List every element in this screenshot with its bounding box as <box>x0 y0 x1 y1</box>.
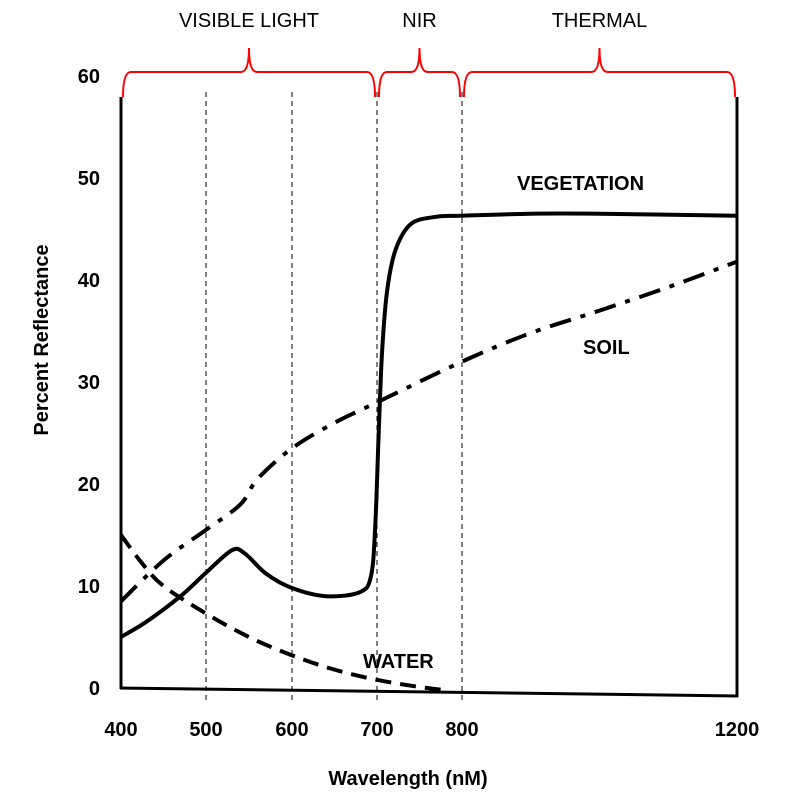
x-tick-600: 600 <box>275 719 308 741</box>
y-tick-60: 60 <box>78 66 100 88</box>
x-axis-label: Wavelength (nM) <box>328 768 487 790</box>
label-soil: SOIL <box>583 337 630 359</box>
y-tick-0: 0 <box>89 678 100 700</box>
x-tick-700: 700 <box>360 719 393 741</box>
band-label-0: VISIBLE LIGHT <box>179 10 319 32</box>
x-tick-400: 400 <box>104 719 137 741</box>
y-tick-20: 20 <box>78 474 100 496</box>
x-tick-800: 800 <box>445 719 478 741</box>
x-tick-500: 500 <box>189 719 222 741</box>
label-vegetation: VEGETATION <box>517 173 644 195</box>
band-brace-0 <box>122 47 376 98</box>
band-label-1: NIR <box>402 10 436 32</box>
label-water: WATER <box>363 651 434 673</box>
band-label-2: THERMAL <box>552 10 648 32</box>
y-tick-40: 40 <box>78 270 100 292</box>
y-tick-30: 30 <box>78 372 100 394</box>
y-tick-10: 10 <box>78 576 100 598</box>
y-tick-50: 50 <box>78 168 100 190</box>
band-brace-1 <box>378 47 461 98</box>
y-axis-label: Percent Reflectance <box>31 244 53 435</box>
series-vegetation-line <box>119 211 738 639</box>
x-axis <box>119 686 739 698</box>
band-brace-2 <box>463 47 736 98</box>
series-soil-line <box>119 259 738 603</box>
x-tick-1200: 1200 <box>715 719 760 741</box>
series-water-line <box>119 533 446 693</box>
